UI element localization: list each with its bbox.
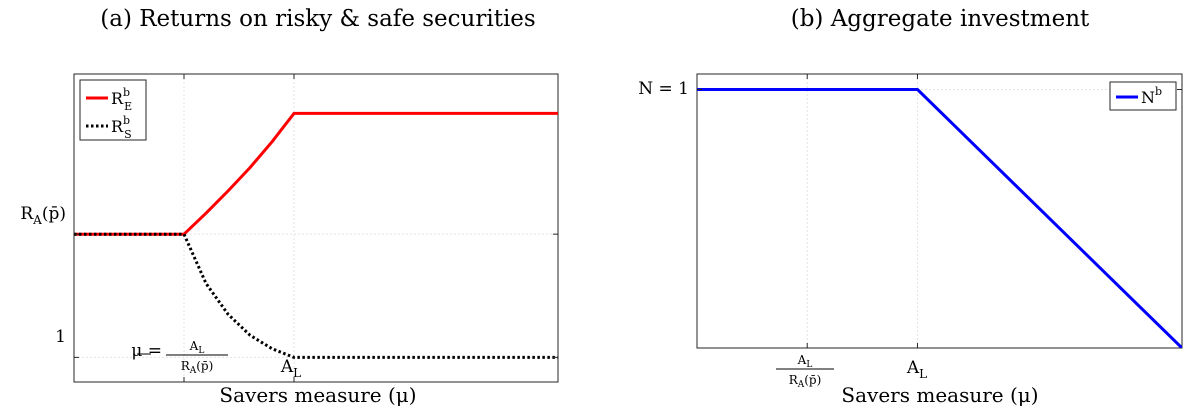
panel-a-title: (a) Returns on risky & safe securities: [100, 6, 535, 32]
legend-box: [79, 79, 147, 141]
panel-a: (a) Returns on risky & safe securities R…: [20, 6, 559, 407]
panel-b-title: (b) Aggregate investment: [791, 6, 1090, 32]
svg-text:μ =: μ =: [131, 341, 162, 361]
panel-a-plot-frame: [73, 73, 559, 383]
panel-b-ticks: [697, 74, 1182, 348]
panel-b-plot-frame: [696, 73, 1183, 349]
x-tick-label-mu: μ = AL RA(p̄): [131, 339, 228, 376]
panel-a-grid: [74, 74, 558, 382]
panel-a-ticks: [74, 74, 558, 382]
panel-a-xlabel: Savers measure (μ): [219, 383, 416, 407]
y-tick-label-1: 1: [55, 327, 66, 347]
legend-label-re: Rb E: [111, 86, 132, 113]
legend-label-rs: Rb S: [111, 114, 132, 141]
panel-b-series: [697, 88, 1182, 348]
panel-b-xlabel: Savers measure (μ): [841, 383, 1038, 407]
panel-b-series-0: [697, 88, 1182, 348]
panel-a-series-1: [74, 232, 558, 359]
x-tick-label-al: AL: [280, 357, 301, 380]
svg-text:RA(p̄): RA(p̄): [181, 359, 214, 376]
y-tick-label-ra: RA(p̄): [20, 204, 66, 227]
panel-b-grid: [697, 74, 1182, 348]
panel-a-legend: Rb E Rb S: [79, 79, 147, 141]
panel-b-legend: Nb: [1109, 81, 1177, 111]
svg-text:AL: AL: [797, 353, 813, 370]
panel-b: (b) Aggregate investment N = 1 AL RA(p̄)…: [638, 6, 1183, 407]
x-tick-label-al-b: AL: [906, 358, 927, 381]
panel-a-series: [74, 111, 558, 359]
svg-text:AL: AL: [189, 339, 205, 356]
y-tick-label-n1: N = 1: [638, 79, 689, 99]
panel-a-series-0: [74, 111, 558, 236]
svg-text:RA(p̄): RA(p̄): [789, 373, 822, 390]
x-tick-label-frac: AL RA(p̄): [776, 353, 834, 390]
